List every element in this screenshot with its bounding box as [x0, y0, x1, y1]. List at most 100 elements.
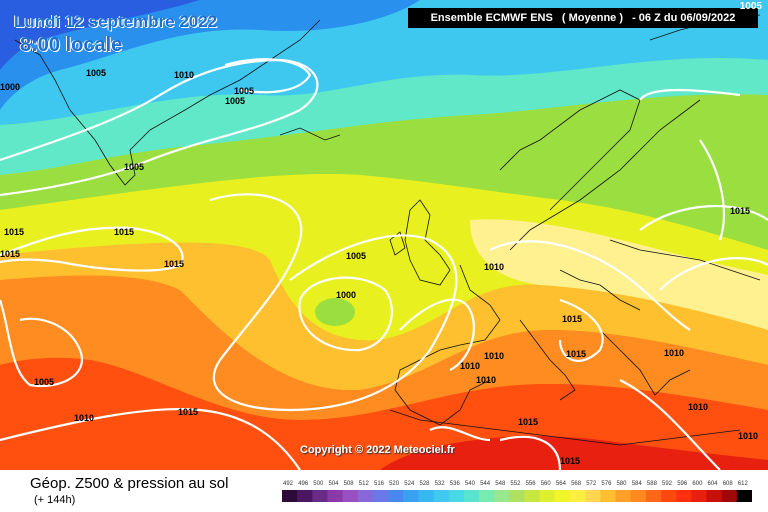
- forecast-date: Lundi 12 septembre 2022: [14, 12, 218, 31]
- color-scale-swatch: [736, 490, 752, 502]
- color-scale-swatch: [312, 490, 328, 502]
- color-scale-swatch: [479, 490, 495, 502]
- color-scale-label: 600: [692, 481, 703, 487]
- color-scale-swatch: [282, 490, 298, 502]
- band-green: [0, 94, 768, 250]
- color-scale-swatch: [418, 490, 435, 502]
- color-scale-label: 572: [586, 481, 597, 487]
- color-scale-label: 596: [677, 481, 688, 487]
- color-scale-label: 612: [737, 481, 748, 487]
- isobar-label: 1015: [178, 407, 198, 417]
- isobar-label: 1005: [124, 162, 144, 172]
- color-scale-label: 516: [374, 481, 385, 487]
- isobar-label: 1005: [234, 86, 254, 96]
- color-scale-swatch: [630, 490, 647, 502]
- color-scale-label: 524: [404, 481, 415, 487]
- isobar-label: 1005: [346, 251, 366, 261]
- color-scale-swatch: [403, 490, 419, 502]
- isobar-label: 1015: [4, 227, 24, 237]
- lead-time: (+ 144h): [34, 494, 76, 506]
- isobar-label: 1010: [664, 348, 684, 358]
- footer-bar: Géop. Z500 & pression au sol (+ 144h) 49…: [0, 470, 768, 512]
- color-scale-label: 588: [646, 481, 657, 487]
- color-scale-labels: 492 496 500 504 508 512 516 520 524 528 532 536 540 5…: [282, 481, 752, 489]
- color-scale-label: 544: [480, 481, 491, 487]
- isobar-label: 1010: [174, 70, 194, 80]
- color-scale-label: 548: [495, 481, 506, 487]
- isobar-label: 1005: [34, 377, 54, 387]
- color-scale-swatch: [433, 490, 450, 502]
- isobar-label: 1015: [518, 417, 538, 427]
- isobar-label: 1015: [164, 259, 184, 269]
- color-scale-swatch: [448, 490, 465, 502]
- isobars: [0, 58, 768, 470]
- color-scale-swatch: [676, 490, 692, 502]
- color-scale-label: 492: [283, 481, 294, 487]
- color-scale-swatch: [357, 490, 374, 502]
- color-scale-label: 584: [631, 481, 642, 487]
- model-label: Ensemble ECMWF ENS: [430, 12, 553, 24]
- color-scale-swatch: [388, 490, 404, 502]
- color-scale-label: 560: [540, 481, 551, 487]
- color-scale-label: 512: [358, 481, 369, 487]
- isobar-label: 1010: [484, 262, 504, 272]
- color-scale-label: 536: [449, 481, 460, 487]
- color-scale-label: 540: [464, 481, 475, 487]
- color-scale-label: 528: [419, 481, 430, 487]
- color-scale-swatch: [661, 490, 677, 502]
- isobar-label: 1005: [86, 68, 106, 78]
- isobar-label: 1010: [738, 431, 758, 441]
- color-scale-swatch: [539, 490, 556, 502]
- color-scale-swatch: [600, 490, 617, 502]
- band-blue: [0, 0, 420, 110]
- isobar-label: 1015: [562, 314, 582, 324]
- color-scale-label: 604: [707, 481, 718, 487]
- color-scale-label: 608: [722, 481, 733, 487]
- color-scale-swatch: [585, 490, 601, 502]
- color-scale-swatch: [463, 490, 480, 502]
- color-scale-label: 496: [298, 481, 309, 487]
- color-scale-swatch: [372, 490, 389, 502]
- color-scale-swatch: [615, 490, 632, 502]
- color-scale-swatch: [691, 490, 708, 502]
- color-scale: [282, 490, 752, 502]
- model-mode: ( Moyenne ): [561, 12, 624, 24]
- color-scale-swatch: [342, 490, 359, 502]
- isobar-labels: 1005 1010 1005 1005 1000 1005 1015 1015 …: [0, 68, 758, 466]
- color-scale-label: 552: [510, 481, 521, 487]
- color-scale-swatch: [524, 490, 541, 502]
- band-orange-light: [0, 242, 768, 391]
- color-scale-swatch: [554, 490, 571, 502]
- isobar-label: 1010: [476, 375, 496, 385]
- isobar-label: 1015: [560, 456, 580, 466]
- color-scale-label: 504: [328, 481, 339, 487]
- color-scale-swatch: [297, 490, 313, 502]
- isobar-label: 1010: [74, 413, 94, 423]
- variable-title: Géop. Z500 & pression au sol: [30, 475, 229, 492]
- isobar-label: 1000: [0, 82, 20, 92]
- copyright-notice: Copyright © 2022 Meteociel.fr: [300, 444, 455, 456]
- color-scale-label: 532: [434, 481, 445, 487]
- color-scale-label: 568: [571, 481, 582, 487]
- color-scale-swatch: [706, 490, 723, 502]
- color-scale-swatch: [721, 490, 738, 502]
- color-scale-label: 500: [313, 481, 324, 487]
- model-info-banner: Ensemble ECMWF ENS ( Moyenne ) - 06 Z du…: [408, 8, 758, 28]
- isobar-label: 1015: [114, 227, 134, 237]
- corner-isobar-label: 1005: [739, 1, 762, 12]
- color-scale-swatch: [570, 490, 586, 502]
- band-orange: [0, 275, 768, 420]
- band-darkred: [380, 436, 768, 470]
- color-scale-swatch: [645, 490, 662, 502]
- isobar-label: 1005: [225, 96, 245, 106]
- color-scale-label: 576: [601, 481, 612, 487]
- forecast-time: 8:00 locale: [20, 34, 123, 56]
- color-scale-label: 564: [555, 481, 566, 487]
- run-label: - 06 Z du 06/09/2022: [632, 12, 736, 24]
- isobar-label: 1010: [460, 361, 480, 371]
- band-lightyellow: [470, 219, 768, 330]
- color-scale-label: 556: [525, 481, 536, 487]
- color-scale-label: 592: [662, 481, 673, 487]
- band-yellow: [0, 174, 768, 341]
- color-scale-label: 520: [389, 481, 400, 487]
